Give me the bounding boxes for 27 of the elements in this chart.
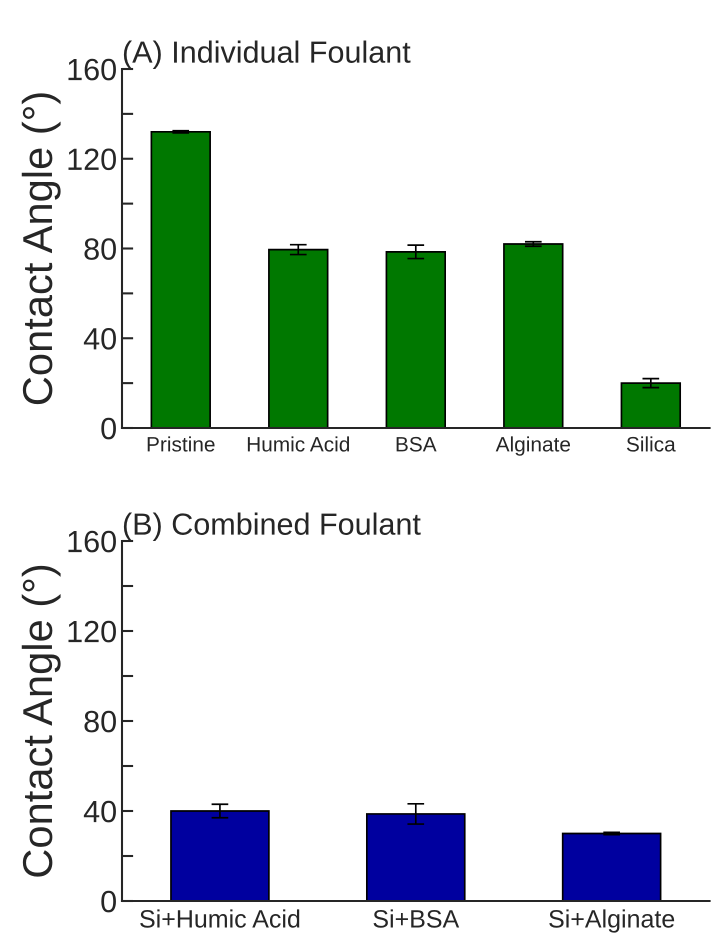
x-tick-label: Alginate (496, 436, 570, 456)
y-tick-label: 40 (84, 800, 116, 822)
chart-title: (A) Individual Foulant (124, 40, 410, 69)
x-tick-label: BSA (396, 436, 437, 452)
bar (268, 248, 328, 428)
x-tick-label: Humic Acid (248, 436, 350, 452)
y-tick-label: 120 (68, 148, 116, 170)
y-tick-label: 80 (84, 238, 116, 260)
bar (503, 243, 564, 428)
chart-title: (B) Combined Foulant (124, 512, 421, 541)
x-tick-label: Si+Alginate (549, 909, 674, 933)
y-tick-label: 160 (68, 530, 116, 552)
y-axis-title: Contact Angle (°) (22, 566, 61, 877)
y-tick-label: 0 (101, 890, 116, 912)
x-tick-label: Pristine (148, 436, 215, 452)
bar (620, 382, 682, 428)
x-tick-label: Silica (626, 436, 676, 452)
x-tick-label: Si+Humic Acid (140, 909, 300, 928)
bar (150, 130, 211, 428)
y-tick-label: 160 (68, 58, 116, 80)
y-tick-label: 80 (84, 710, 116, 732)
y-tick-label: 120 (68, 620, 116, 642)
bar (562, 832, 662, 901)
y-tick-label: 0 (101, 418, 116, 440)
y-axis-title: Contact Angle (°) (22, 93, 61, 404)
y-tick-label: 40 (84, 328, 116, 350)
x-tick-label: Si+BSA (373, 909, 460, 928)
